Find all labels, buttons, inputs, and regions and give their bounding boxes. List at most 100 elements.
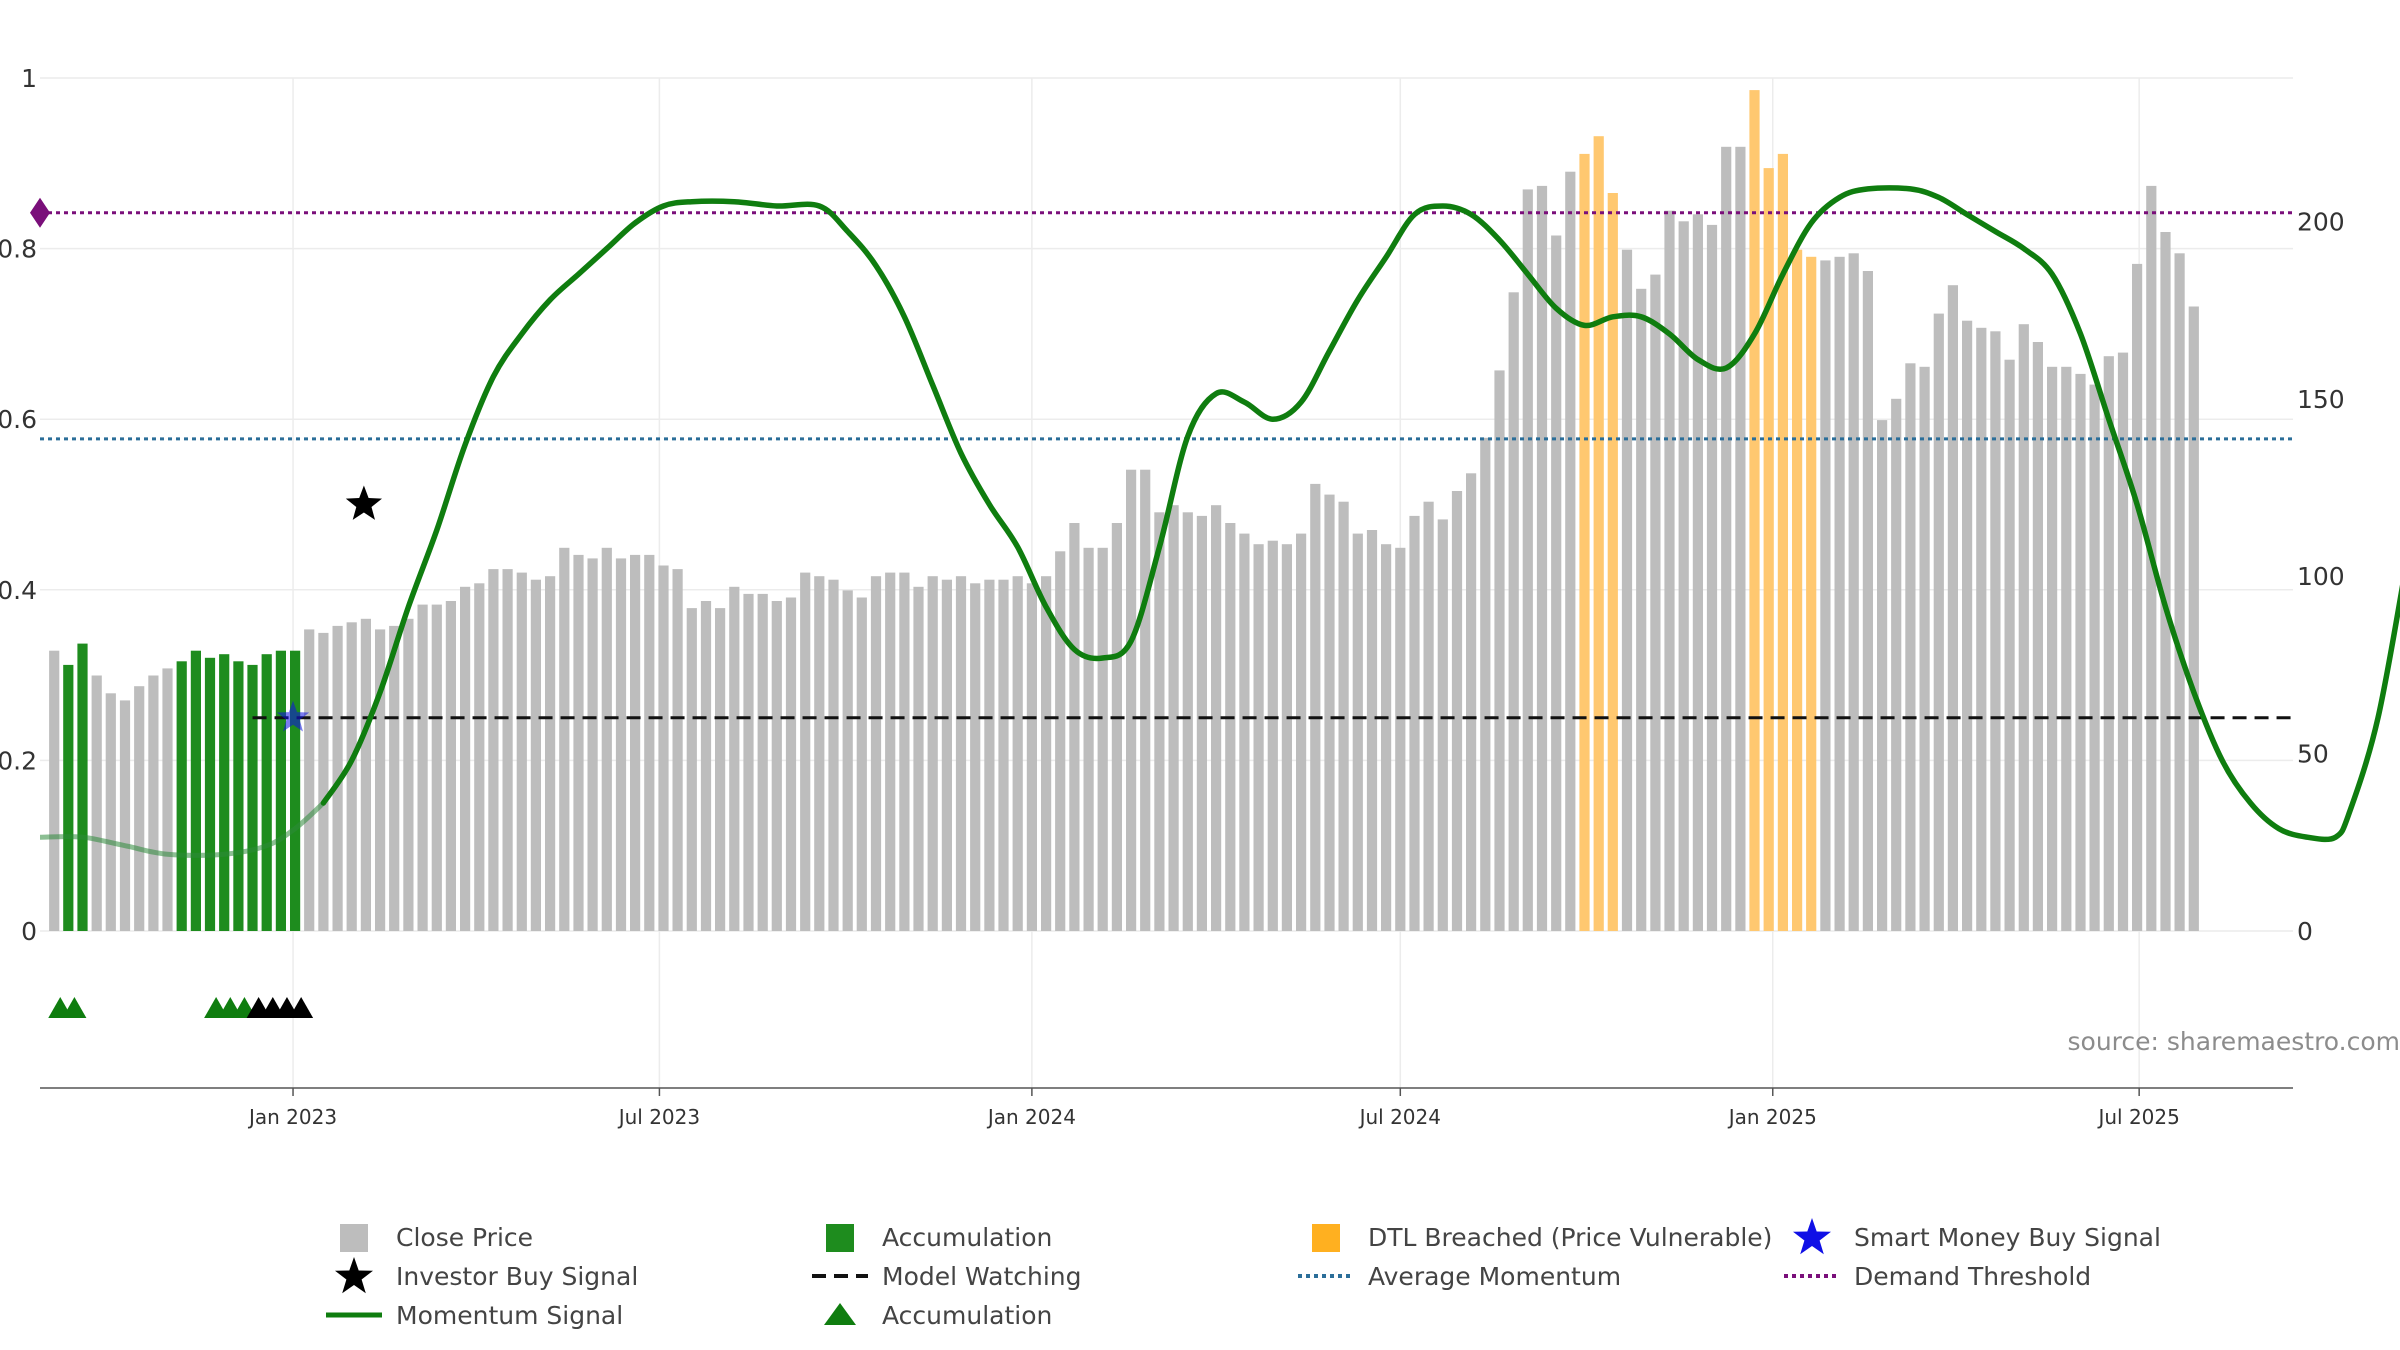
close-price-bar [1551, 235, 1562, 931]
close-price-bar [318, 632, 329, 931]
legend-item: Investor Buy Signal [335, 1257, 638, 1294]
close-price-bar [1239, 533, 1250, 931]
close-price-bar [431, 604, 442, 931]
legend-label: Accumulation [882, 1301, 1052, 1330]
accumulation-bar [176, 661, 187, 931]
left-tick-label: 0.2 [0, 746, 37, 775]
close-price-bar [1310, 483, 1321, 931]
close-price-bar [474, 583, 485, 931]
close-price-bar [119, 700, 131, 931]
legend-item: Model Watching [812, 1262, 1082, 1291]
marker-row [48, 997, 314, 1018]
close-price-bar [417, 604, 428, 931]
close-price-bar [1012, 576, 1023, 931]
close-price-bar [1366, 530, 1378, 931]
close-price-bar [1409, 515, 1420, 931]
close-price-bar [785, 597, 797, 931]
legend: Close Price Accumulation DTL Breached (Pri… [326, 1218, 2161, 1330]
dtl-breached-bar [1579, 153, 1590, 931]
close-price-bar [134, 686, 145, 931]
accumulation-bar [261, 654, 272, 931]
close-price-bar [2160, 232, 2171, 931]
close-price-bar [545, 576, 556, 931]
close-price-bar [1664, 210, 1675, 931]
close-price-bar [587, 558, 598, 931]
smart-money-buy-signal [276, 700, 310, 732]
close-price-bar [1933, 313, 1944, 932]
right-tick-label: 50 [2297, 740, 2329, 769]
legend-item: Smart Money Buy Signal [1793, 1218, 2161, 1255]
close-price-bar [1990, 331, 2001, 931]
close-price-bar [1466, 473, 1477, 931]
close-price-bar [814, 576, 825, 931]
legend-label: Average Momentum [1368, 1262, 1621, 1291]
close-price-bar [1962, 320, 1973, 931]
close-price-bar [715, 608, 726, 931]
signal-triangle [289, 997, 314, 1018]
legend-star-icon [1793, 1218, 1831, 1255]
right-tick-label: 100 [2297, 562, 2345, 591]
close-price-bar [970, 583, 981, 931]
close-price-bar [1565, 171, 1576, 931]
close-price-bar [2089, 384, 2100, 932]
momentum-signal-line [320, 185, 2400, 843]
momentum-signal-line-faded [39, 801, 326, 858]
close-price-bar [2018, 324, 2029, 931]
close-price-bar [1480, 437, 1491, 931]
close-price-bar [1069, 523, 1080, 931]
legend-swatch [826, 1224, 854, 1252]
close-price-bar [559, 547, 570, 931]
close-price-bar [1381, 544, 1392, 931]
x-tick-label: Jul 2024 [1358, 1105, 1441, 1129]
source-text: source: sharemaestro.com [2068, 1027, 2400, 1056]
close-price-bar [941, 579, 952, 931]
accumulation-bar [204, 657, 216, 931]
close-price-bar [2047, 366, 2058, 931]
dtl-breached-bar [1777, 153, 1788, 931]
investor-buy-signal [345, 485, 382, 520]
close-price-bar [2032, 342, 2043, 931]
close-price-bar [1905, 363, 1916, 931]
close-price-bar [573, 554, 584, 931]
close-price-bars [49, 90, 2199, 932]
legend-item: Demand Threshold [1784, 1262, 2091, 1291]
close-price-bar [1437, 519, 1448, 931]
close-price-bar [445, 601, 456, 931]
close-price-bar [927, 576, 938, 931]
demand-threshold-marker [30, 197, 50, 228]
close-price-bar [672, 569, 683, 931]
close-price-bar [105, 693, 116, 931]
close-price-bar [502, 569, 513, 931]
close-price-bar [1211, 505, 1222, 931]
close-price-bar [743, 593, 754, 931]
x-tick-label: Jan 2024 [986, 1105, 1076, 1129]
close-price-bar [1735, 146, 1746, 932]
left-tick-label: 1 [21, 64, 37, 93]
close-price-bar [1522, 189, 1533, 931]
legend-swatch [1312, 1224, 1340, 1252]
close-price-bar [899, 572, 910, 931]
right-tick-label: 150 [2297, 385, 2345, 414]
close-price-bar [1055, 551, 1066, 931]
close-price-bar [1182, 512, 1193, 931]
accumulation-bar [233, 661, 244, 931]
close-price-bar [162, 668, 173, 931]
dtl-breached-bar [1763, 168, 1774, 932]
close-price-bar [1083, 547, 1094, 931]
close-price-bar [1650, 274, 1661, 932]
close-price-bar [1508, 292, 1519, 931]
legend-label: Smart Money Buy Signal [1854, 1223, 2161, 1252]
legend-item: Accumulation [824, 1301, 1052, 1330]
right-tick-label: 0 [2297, 917, 2313, 946]
close-price-bar [1848, 253, 1859, 932]
close-price-bar [1225, 523, 1236, 931]
legend-triangle-icon [824, 1303, 856, 1325]
close-price-bar [1026, 583, 1037, 931]
close-price-bar [856, 597, 867, 931]
legend-label: Demand Threshold [1854, 1262, 2091, 1291]
close-price-bar [644, 554, 655, 931]
legend-label: DTL Breached (Price Vulnerable) [1368, 1223, 1772, 1252]
close-price-bar [1877, 420, 1888, 931]
close-price-bar [1097, 547, 1108, 931]
